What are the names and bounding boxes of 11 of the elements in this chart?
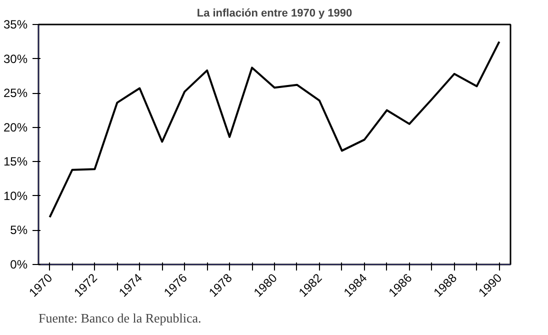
source-note: Fuente: Banco de la Republica. [38, 310, 202, 326]
y-tick-label: 25% [3, 86, 28, 100]
y-tick-label: 35% [3, 18, 28, 32]
y-tick-label: 10% [3, 188, 28, 203]
y-tick-label: 0% [10, 258, 28, 272]
chart-title: La inflación entre 1970 y 1990 [196, 8, 352, 20]
y-tick-label: 30% [3, 52, 28, 66]
y-tick-label: 15% [3, 154, 28, 169]
y-tick-label: 5% [10, 223, 28, 238]
line-series [48, 40, 500, 218]
y-tick-label: 20% [3, 120, 28, 134]
